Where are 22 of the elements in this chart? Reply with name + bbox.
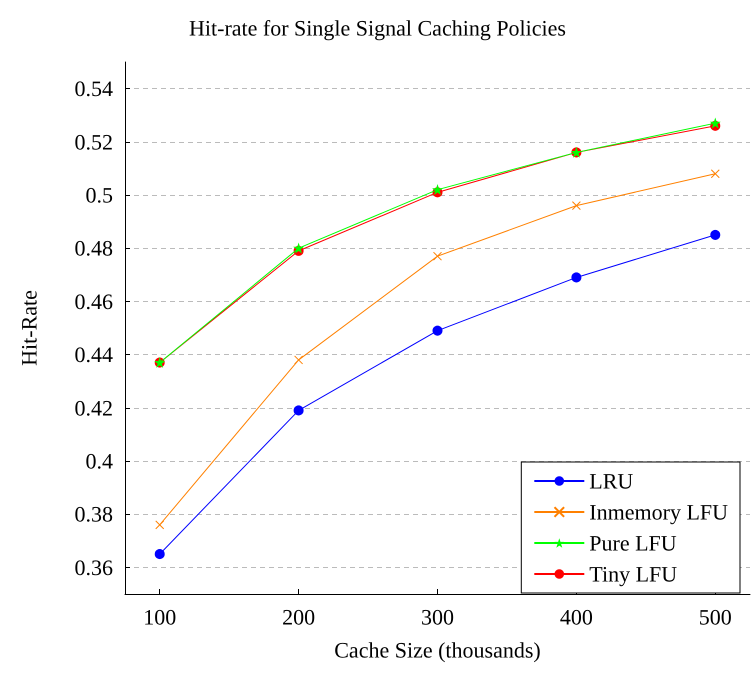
y-tick-label: 0.44	[74, 342, 113, 368]
y-axis-title: Hit-Rate	[16, 290, 42, 366]
y-tick-label: 0.52	[74, 129, 113, 154]
y-tick-label: 0.46	[74, 288, 113, 314]
legend-label: Inmemory LFU	[589, 500, 728, 524]
x-tick-label: 300	[421, 604, 454, 630]
y-tick-label: 0.54	[74, 76, 113, 102]
x-tick-label: 100	[143, 604, 176, 630]
y-tick-label: 0.4	[86, 448, 113, 474]
y-tick-label: 0.36	[74, 554, 113, 580]
x-axis-title: Cache Size (thousands)	[334, 638, 541, 662]
y-tick-label: 0.5	[86, 182, 113, 208]
chart-title: Hit-rate for Single Signal Caching Policies	[189, 16, 566, 40]
legend-label: Tiny LFU	[589, 562, 678, 586]
x-tick-label: 500	[698, 604, 732, 630]
y-tick-label: 0.42	[74, 395, 113, 420]
x-tick-label: 400	[560, 604, 593, 630]
x-tick-label: 200	[282, 604, 316, 630]
y-tick-label: 0.48	[74, 236, 113, 261]
legend-label: Pure LFU	[589, 530, 677, 556]
legend-label: LRU	[589, 468, 634, 494]
y-tick-label: 0.38	[74, 502, 113, 527]
